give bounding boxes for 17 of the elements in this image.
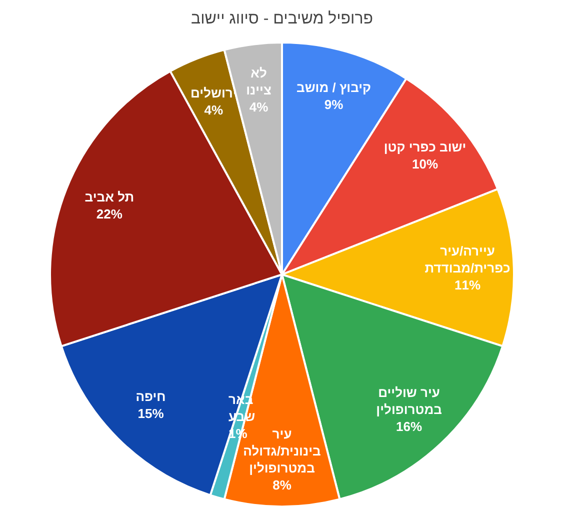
slice-label: קיבוץ / מושב xyxy=(296,80,372,95)
data-label: 4% xyxy=(249,99,269,114)
data-label: 4% xyxy=(204,102,224,118)
slice-label: חיפה xyxy=(136,389,166,404)
data-label: 9% xyxy=(324,96,344,112)
data-label: 15% xyxy=(138,406,164,422)
slice-label: תל אביב xyxy=(84,190,134,205)
data-label: 10% xyxy=(412,156,438,172)
slice-label: עיר שוליים במטרופולין xyxy=(376,384,442,417)
data-label: 11% xyxy=(454,278,481,293)
data-label: 16% xyxy=(396,418,422,434)
slice-label: לא ציינו xyxy=(246,65,272,98)
slice-label: עיירה/עיר כפרית/מבודדת xyxy=(424,244,510,276)
slice-label: ישוב כפרי קטן xyxy=(384,140,466,155)
chart-title: פרופיל משיבים - סיווג יישוב xyxy=(190,10,374,28)
data-label: 22% xyxy=(96,206,123,222)
data-label: 8% xyxy=(272,478,292,493)
